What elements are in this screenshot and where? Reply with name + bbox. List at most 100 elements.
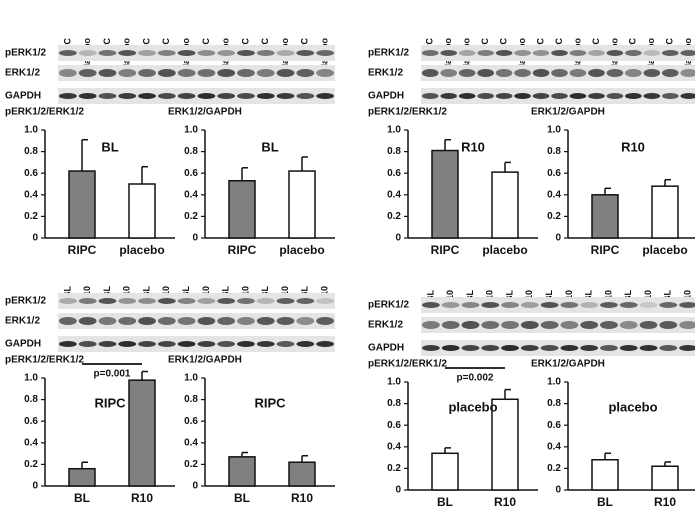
blot-band	[625, 93, 642, 99]
blot-band	[441, 321, 460, 329]
x-tick-label: placebo	[482, 243, 527, 257]
blot-band	[197, 50, 216, 56]
x-tick-label: placebo	[279, 243, 324, 257]
annotation: placebo	[448, 399, 497, 414]
bar	[431, 149, 459, 239]
blot-band	[619, 321, 638, 329]
annotation: R10	[621, 139, 645, 154]
blot-band	[296, 317, 315, 325]
blot-band	[661, 93, 679, 99]
y-tick-label: 0.8	[387, 398, 401, 409]
y-tick-label: 0.8	[387, 146, 401, 157]
blot-band	[441, 302, 460, 308]
blot-band	[197, 69, 216, 77]
blot-band	[679, 302, 695, 308]
blot-band	[98, 317, 117, 325]
chart-title: pERK1/2/ERK1/2	[5, 355, 84, 366]
blot-band	[606, 50, 624, 56]
lane-label: BL	[623, 290, 633, 302]
blot-band	[157, 69, 176, 77]
x-tick-label: RIPC	[591, 243, 620, 257]
bar	[288, 461, 316, 487]
blot-band	[237, 69, 255, 77]
blot-band	[316, 341, 335, 347]
row-label: ERK1/2	[368, 320, 403, 331]
annotation: RIPC	[94, 395, 126, 410]
blot-band	[679, 345, 695, 351]
blot-band	[276, 93, 295, 99]
chart-title: ERK1/2/GAPDH	[168, 107, 242, 118]
x-tick-label: R10	[654, 495, 676, 509]
blot-band	[639, 302, 658, 308]
y-tick-label: 0.4	[24, 189, 38, 200]
y-tick-label: 0.2	[387, 463, 401, 474]
blot-band	[477, 50, 494, 56]
x-tick-label: BL	[597, 495, 613, 509]
lane-label: BL	[425, 290, 435, 302]
blot-band	[458, 93, 476, 99]
lane-label: BL	[62, 286, 72, 298]
row-label: GAPDH	[368, 91, 404, 102]
bar	[68, 467, 96, 487]
blot-band	[98, 298, 117, 304]
blot-band	[588, 93, 605, 99]
y-tick-label: 0	[395, 485, 401, 496]
y-tick-label: 0.4	[184, 189, 198, 200]
blot-band	[421, 321, 440, 329]
y-tick-label: 0	[32, 233, 38, 244]
blot-band	[501, 321, 519, 329]
blot-band	[481, 345, 500, 351]
lane-label: BL	[544, 290, 554, 302]
blot-band	[177, 93, 196, 99]
blot-band	[495, 50, 513, 56]
blot-band	[256, 69, 275, 77]
x-tick-label: BL	[437, 495, 453, 509]
chart-title: ERK1/2/GAPDH	[531, 359, 605, 370]
bar	[591, 459, 619, 491]
blot-band	[520, 345, 539, 351]
blot-band	[177, 341, 196, 347]
y-tick-label: 0	[192, 481, 198, 492]
blot-band	[256, 50, 275, 56]
y-tick-label: 1.0	[387, 125, 401, 136]
blot-band	[98, 341, 117, 347]
blot-band	[619, 302, 638, 308]
blot-band	[316, 298, 335, 304]
bar	[228, 456, 256, 487]
y-tick-label: 1.0	[547, 377, 561, 388]
blot-band	[177, 298, 196, 304]
blot-band	[421, 50, 439, 56]
annotation: R10	[461, 139, 485, 154]
row-label: GAPDH	[5, 339, 41, 350]
blot-band	[118, 50, 137, 56]
y-tick-label: 0	[32, 481, 38, 492]
blot-band	[588, 69, 605, 77]
blot-band	[138, 69, 156, 77]
blot-band	[514, 93, 531, 99]
blot-band	[580, 321, 599, 329]
y-tick-label: 0.8	[24, 394, 38, 405]
blot-band	[551, 50, 568, 56]
blot-band	[256, 317, 275, 325]
blot-band	[256, 298, 275, 304]
blot-band	[58, 50, 77, 56]
row-label: pERK1/2	[368, 48, 410, 59]
blot-band	[256, 93, 275, 99]
blot-band	[679, 321, 695, 329]
blot-band	[481, 302, 500, 308]
blot-band	[98, 50, 117, 56]
bar	[651, 185, 679, 239]
y-tick-label: 0.4	[184, 437, 198, 448]
blot-band	[217, 298, 236, 304]
y-tick-label: 0.4	[387, 189, 401, 200]
blot-band	[501, 302, 519, 308]
bar	[651, 465, 679, 491]
blot-band	[78, 317, 97, 325]
blot-band	[625, 69, 642, 77]
x-tick-label: BL	[234, 491, 250, 505]
blot-strip	[58, 336, 335, 352]
blot-band	[276, 50, 295, 56]
blot-band	[501, 345, 519, 351]
blot-band	[118, 341, 137, 347]
bar	[491, 398, 519, 491]
